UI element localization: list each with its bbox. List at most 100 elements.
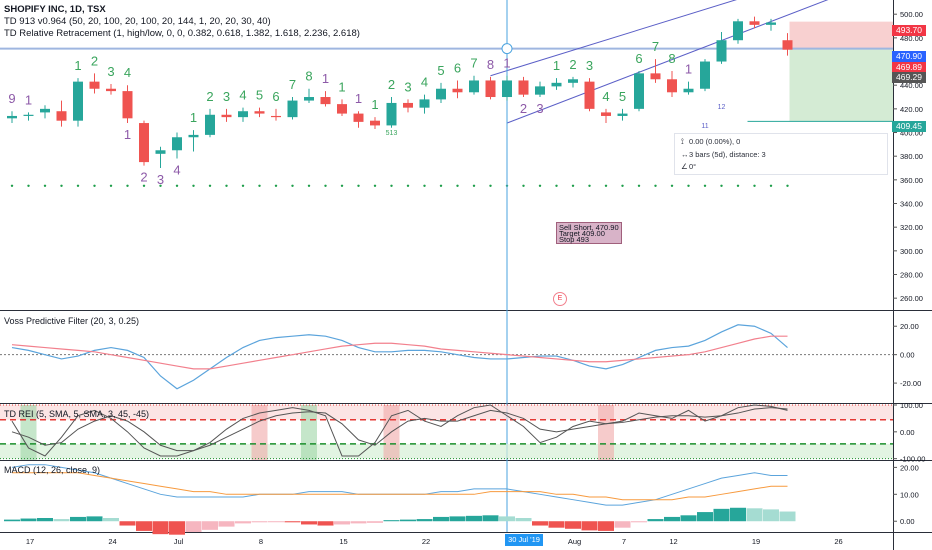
macd-histogram-bar — [350, 521, 367, 524]
macd-histogram-bar — [251, 521, 268, 523]
support-dot — [60, 184, 63, 187]
earnings-marker[interactable]: E — [553, 292, 567, 306]
macd-histogram-bar — [268, 521, 284, 523]
setup-count-label: 8 — [305, 69, 312, 84]
setup-count-label: 7 — [289, 77, 296, 92]
date-cursor-label: 30 Jul '19 — [505, 534, 543, 546]
support-dot — [340, 184, 344, 187]
price-tag-target: 409.45 — [892, 121, 926, 132]
support-dot — [687, 184, 690, 187]
time-axis-label: 8 — [259, 537, 263, 546]
candle-body — [221, 114, 232, 118]
price-tag-close: 469.29 — [892, 72, 926, 83]
setup-count-label: 5 — [256, 88, 263, 103]
candle-body — [370, 120, 380, 126]
macd-histogram-bar — [548, 521, 565, 528]
candle-body — [188, 134, 199, 138]
macd-histogram-bar — [334, 521, 350, 525]
macd-histogram-bar — [614, 521, 631, 528]
macd-histogram-bar — [664, 516, 680, 522]
macd-histogram-bar — [202, 521, 218, 530]
support-dot — [192, 184, 195, 187]
countdown-label: 513 — [386, 130, 398, 137]
support-dot — [522, 184, 525, 187]
support-dot — [93, 184, 96, 187]
support-dot — [753, 184, 756, 187]
candle-body — [122, 91, 133, 119]
trade-note-box[interactable]: Sell Short, 470.90 Target 409.00 Stop 49… — [556, 222, 622, 244]
rei-series-rei — [11, 404, 788, 457]
macd-histogram-bar — [433, 516, 449, 522]
candle-body — [535, 86, 545, 95]
candle-body — [238, 111, 248, 118]
candle-body — [617, 113, 628, 116]
trade-note-entry: Sell Short, 470.90 — [559, 223, 619, 232]
tooltip-bars-distance: 3 bars (5d), distance: 3 — [689, 150, 766, 159]
setup-count-label: 1 — [553, 58, 560, 73]
setup-count-label: 6 — [454, 60, 461, 75]
candle-body — [7, 115, 17, 119]
candle-body — [271, 115, 281, 118]
macd-histogram-bar — [680, 515, 697, 522]
macd-series-macd — [11, 464, 788, 506]
voss-axis-tick-label: 0.00 — [900, 351, 915, 360]
candle-body — [419, 99, 430, 108]
setup-count-label: 3 — [157, 172, 164, 187]
macd-histogram-bar — [515, 518, 532, 522]
candle-body — [584, 81, 595, 109]
price-axis-tick-label: 360.00 — [900, 176, 923, 185]
support-dot — [423, 184, 426, 187]
support-dot — [274, 184, 278, 187]
macd-series-signal — [12, 472, 788, 501]
candle-body — [782, 40, 793, 50]
setup-count-label: 5 — [619, 89, 626, 104]
candle-body — [287, 100, 298, 118]
macd-histogram-bar — [763, 509, 779, 522]
candle-body — [337, 104, 347, 114]
macd-histogram-bar — [746, 508, 763, 522]
tooltip-bars-icon: ↔ — [681, 150, 689, 159]
setup-count-label: 7 — [652, 39, 659, 54]
rei-signal-highlight — [20, 405, 37, 460]
candle-body — [700, 61, 710, 89]
time-axis-label: 19 — [752, 537, 760, 546]
time-axis-label: Aug — [568, 537, 581, 546]
support-dot — [786, 184, 789, 187]
relative-retracement-label[interactable]: TD Relative Retracement (1, high/low, 0,… — [4, 28, 360, 39]
macd-histogram-bar — [383, 520, 400, 522]
setup-count-label: 1 — [124, 127, 131, 142]
setup-count-label: 2 — [388, 77, 395, 92]
voss-series-voss — [11, 324, 788, 390]
macd-histogram-bar — [53, 519, 70, 522]
candle-body — [403, 102, 413, 108]
time-axis-label: 17 — [26, 537, 34, 546]
candle-body — [568, 79, 578, 83]
macd-histogram-bar — [499, 516, 515, 522]
macd-histogram-bar — [631, 521, 647, 523]
voss-series-predict — [11, 335, 788, 370]
price-tag-stop: 493.70 — [892, 25, 926, 36]
candle-body — [304, 97, 314, 101]
candle-body — [485, 80, 496, 98]
rei-pane-label[interactable]: TD REI (5, SMA, 5, SMA, 3, 45, -45) — [4, 409, 150, 419]
support-dot — [736, 184, 740, 187]
support-dot — [621, 184, 624, 187]
macd-histogram-bar — [70, 516, 86, 522]
voss-axis-tick-label: -20.00 — [900, 379, 921, 388]
td913-indicator-label[interactable]: TD 913 v0.964 (50, 20, 100, 20, 100, 20,… — [4, 16, 271, 27]
tooltip-price-icon: ⟟ — [681, 137, 684, 146]
support-dot — [571, 184, 575, 187]
rei-series-signal — [11, 407, 788, 452]
rei-axis-tick-label: 100.00 — [900, 401, 923, 410]
countdown-label: 12 — [718, 104, 726, 111]
price-axis-tick-label: 400.00 — [900, 129, 923, 138]
macd-pane-label[interactable]: MACD (12, 26, close, 9) — [4, 465, 101, 475]
voss-pane-label[interactable]: Voss Predictive Filter (20, 3, 0.25) — [4, 316, 140, 326]
setup-count-label: 3 — [404, 79, 411, 94]
macd-histogram-bar — [532, 521, 548, 526]
rei-signal-highlight — [301, 405, 317, 460]
candle-body — [106, 88, 116, 92]
price-tag-last: 469.89 — [892, 62, 926, 73]
macd-histogram-bar — [449, 516, 466, 522]
